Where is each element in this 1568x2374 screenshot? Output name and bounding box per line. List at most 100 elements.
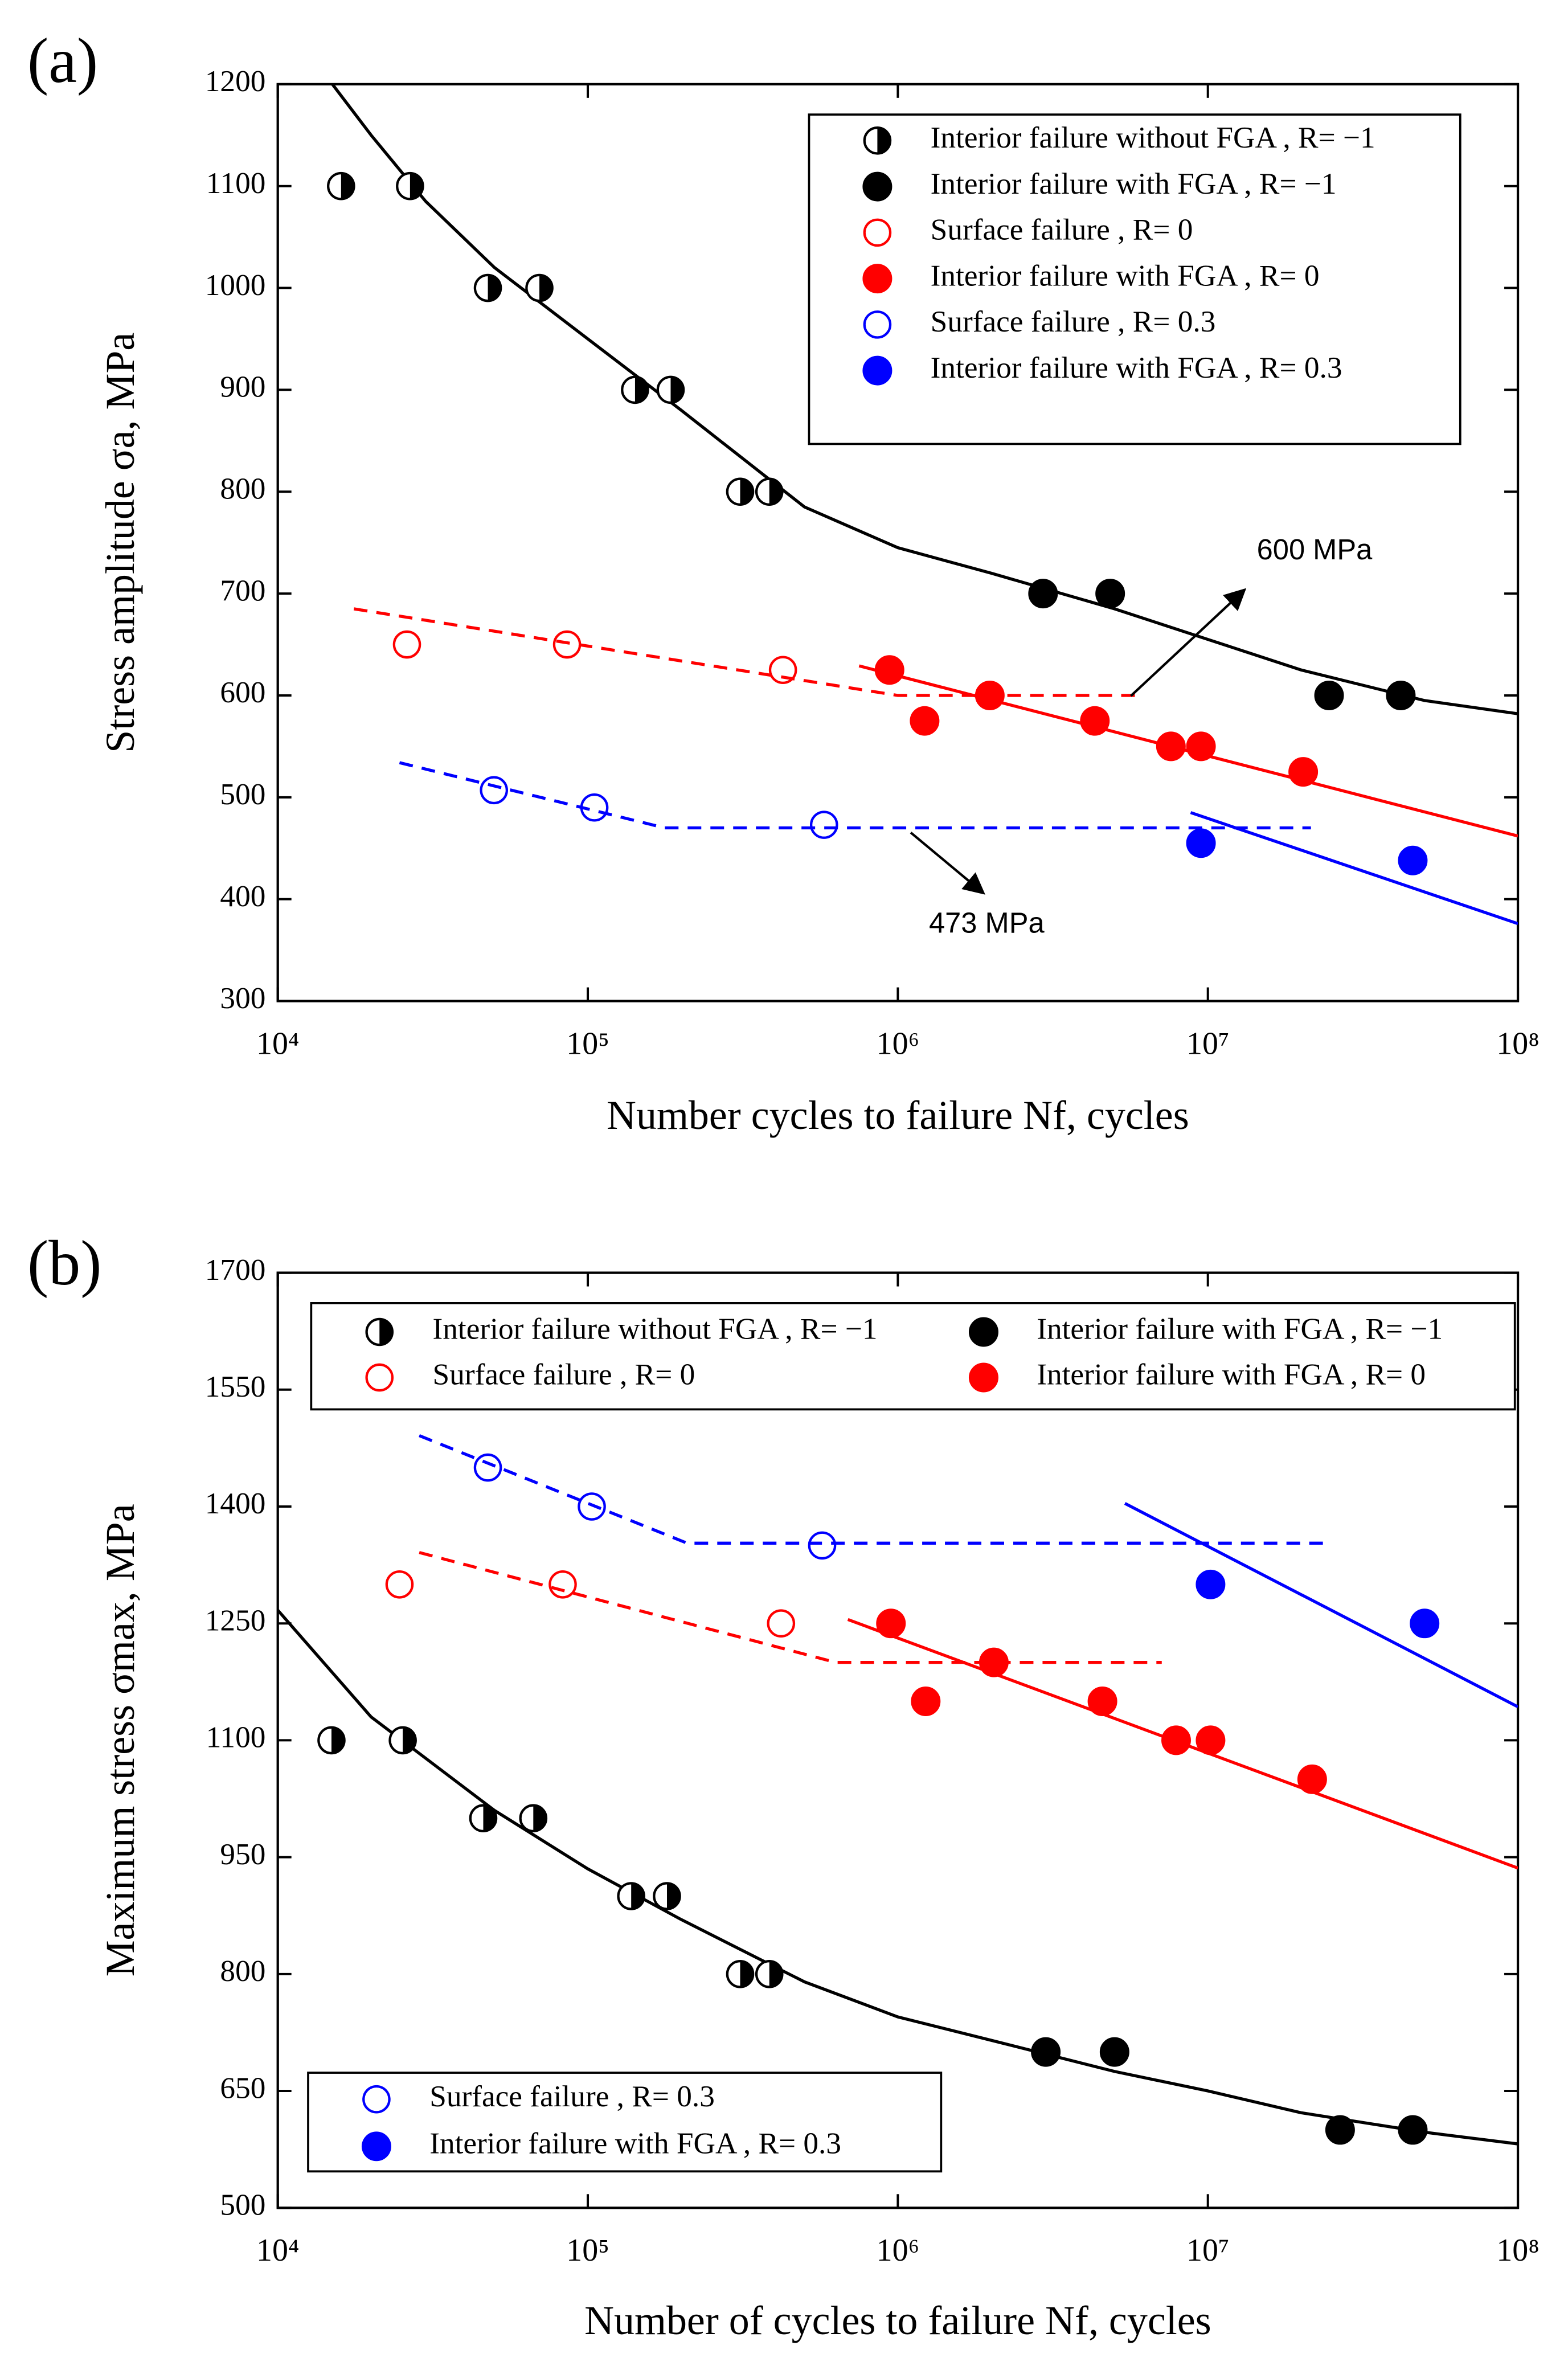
fit-line bbox=[1190, 811, 1518, 926]
marker-dot bbox=[1297, 1764, 1327, 1794]
marker bbox=[1398, 845, 1428, 875]
legend-label: Interior failure with FGA , R= 0.3 bbox=[429, 2127, 841, 2160]
legend-box bbox=[310, 1302, 1516, 1411]
marker-dot bbox=[862, 171, 893, 202]
x-tick-label: 10⁷ bbox=[1186, 1026, 1229, 1061]
legend-marker bbox=[862, 264, 893, 294]
marker bbox=[726, 477, 755, 506]
marker bbox=[1186, 731, 1216, 762]
marker bbox=[1410, 1608, 1440, 1639]
marker bbox=[910, 706, 940, 736]
legend-marker bbox=[365, 1363, 394, 1392]
legend-label: Surface failure , R= 0 bbox=[433, 1358, 695, 1391]
marker bbox=[396, 171, 424, 200]
marker-dot bbox=[975, 680, 1005, 710]
marker bbox=[525, 273, 554, 302]
legend-marker bbox=[361, 2131, 391, 2162]
marker bbox=[480, 776, 509, 805]
marker-half bbox=[533, 1804, 547, 1832]
y-tick-label: 950 bbox=[220, 1837, 265, 1871]
marker-half bbox=[634, 376, 649, 404]
marker bbox=[552, 630, 582, 659]
marker bbox=[1087, 1687, 1117, 1716]
y-tick-label: 1250 bbox=[205, 1603, 266, 1637]
marker bbox=[1314, 680, 1344, 710]
marker-half bbox=[341, 172, 355, 200]
fit-line bbox=[331, 84, 1518, 715]
marker bbox=[1095, 579, 1125, 609]
legend-box bbox=[307, 2072, 943, 2173]
marker-half bbox=[740, 1960, 754, 1988]
legend-label: Interior failure without FGA , R= −1 bbox=[433, 1312, 878, 1346]
y-tick-label: 800 bbox=[220, 472, 265, 505]
marker-half bbox=[488, 274, 502, 302]
legend-box bbox=[808, 113, 1461, 445]
y-tick-label: 1000 bbox=[205, 268, 266, 302]
marker-ring bbox=[480, 776, 509, 805]
marker-dot bbox=[1156, 731, 1186, 762]
legend-label: Surface failure , R= 0.3 bbox=[931, 305, 1216, 338]
marker-dot bbox=[979, 1647, 1009, 1677]
marker-ring bbox=[362, 2085, 391, 2114]
marker-half bbox=[403, 1726, 417, 1754]
marker bbox=[874, 655, 904, 685]
y-tick-label: 500 bbox=[220, 777, 265, 811]
marker bbox=[1031, 2037, 1061, 2067]
marker-half bbox=[379, 1318, 394, 1346]
marker-dot bbox=[1087, 1687, 1117, 1716]
marker-ring bbox=[385, 1570, 414, 1599]
marker-ring bbox=[767, 1609, 796, 1638]
x-tick-label: 10⁶ bbox=[877, 1026, 919, 1061]
marker-dot bbox=[1288, 757, 1319, 787]
legend-marker bbox=[862, 171, 893, 202]
marker-dot bbox=[876, 1608, 906, 1639]
x-tick-label: 10⁸ bbox=[1496, 2233, 1539, 2268]
annotation: 473 MPa bbox=[929, 907, 1045, 939]
marker bbox=[385, 1570, 414, 1599]
marker-dot bbox=[1186, 731, 1216, 762]
legend-marker bbox=[863, 310, 892, 339]
annotation-arrow bbox=[910, 832, 985, 895]
marker bbox=[755, 477, 784, 506]
marker bbox=[808, 1531, 837, 1560]
marker bbox=[979, 1647, 1009, 1677]
legend-marker bbox=[968, 1362, 998, 1393]
marker-half bbox=[666, 1882, 681, 1910]
y-axis-label: Stress amplitude σa, MPa bbox=[97, 333, 143, 753]
legend-marker bbox=[968, 1317, 998, 1347]
marker-dot bbox=[874, 655, 904, 685]
panel-label: (a) bbox=[27, 26, 98, 96]
marker bbox=[975, 680, 1005, 710]
y-tick-label: 500 bbox=[220, 2188, 265, 2221]
marker bbox=[653, 1882, 681, 1910]
marker bbox=[548, 1570, 577, 1599]
annotation-arrow bbox=[1130, 588, 1247, 697]
marker-dot bbox=[862, 264, 893, 294]
marker-ring bbox=[473, 1453, 502, 1482]
plot-frame bbox=[276, 1271, 1520, 2209]
marker-dot bbox=[1410, 1608, 1440, 1639]
marker bbox=[519, 1804, 548, 1833]
marker bbox=[1398, 2115, 1428, 2145]
y-tick-label: 1550 bbox=[205, 1370, 266, 1403]
panel-label: (b) bbox=[27, 1228, 102, 1299]
legend-label: Interior failure with FGA , R= 0 bbox=[1037, 1358, 1426, 1391]
fit-line bbox=[419, 1434, 1325, 1545]
y-tick-label: 800 bbox=[220, 1954, 265, 1988]
marker-ring bbox=[392, 630, 421, 659]
x-tick-label: 10⁸ bbox=[1496, 1026, 1539, 1061]
marker bbox=[1028, 579, 1058, 609]
marker-half bbox=[410, 172, 424, 200]
x-axis-label: Number of cycles to failure Nf, cycles bbox=[584, 2298, 1211, 2343]
marker bbox=[473, 1453, 502, 1482]
y-tick-label: 700 bbox=[220, 574, 265, 607]
marker-half bbox=[877, 126, 891, 154]
y-tick-label: 900 bbox=[220, 370, 265, 404]
legend-label: Interior failure with FGA , R= −1 bbox=[931, 167, 1337, 200]
marker-dot bbox=[1099, 2037, 1129, 2067]
marker-dot bbox=[1031, 2037, 1061, 2067]
marker-half bbox=[769, 1960, 783, 1988]
y-tick-label: 1400 bbox=[205, 1487, 266, 1520]
